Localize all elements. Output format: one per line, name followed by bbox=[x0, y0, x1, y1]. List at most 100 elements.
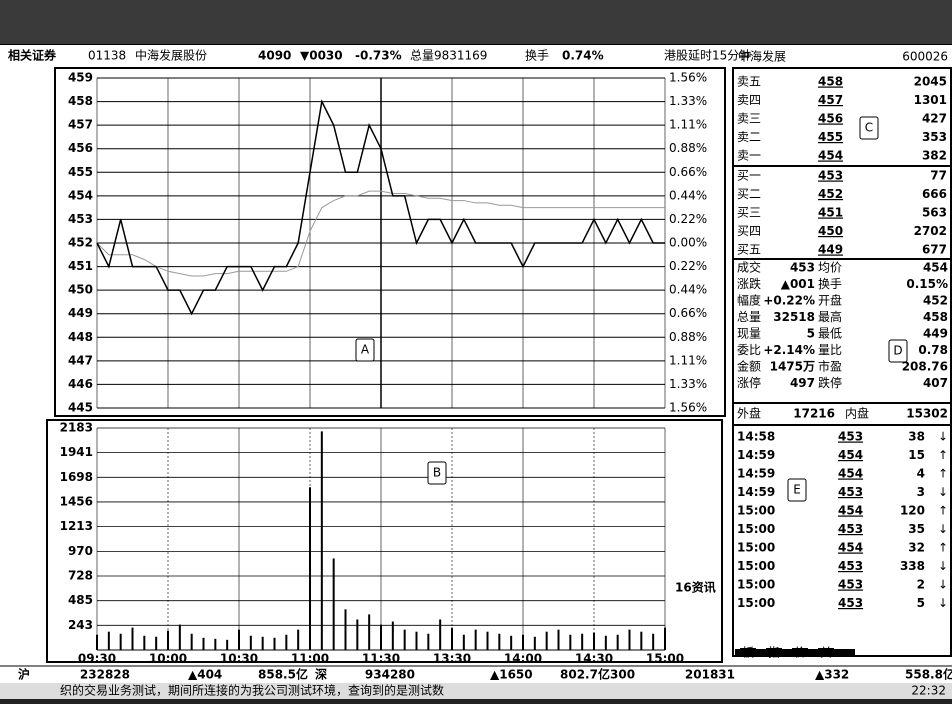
tab[interactable] bbox=[792, 648, 808, 657]
label: 455 bbox=[818, 130, 843, 144]
volume-bar bbox=[344, 609, 347, 650]
label: 幅度 bbox=[737, 293, 761, 308]
label: 港股延时15分钟 bbox=[664, 48, 751, 63]
volume-bar bbox=[498, 633, 501, 650]
y-tick-label: 1941 bbox=[60, 445, 93, 459]
label: 208.76 bbox=[902, 360, 948, 374]
volume-bar bbox=[533, 636, 536, 650]
tab[interactable] bbox=[766, 648, 782, 657]
label: 买五 bbox=[737, 243, 761, 257]
volume-bar bbox=[486, 631, 489, 650]
volume-bar bbox=[652, 633, 655, 650]
label: 15302 bbox=[906, 407, 948, 421]
index-item: 858.5亿 bbox=[258, 667, 308, 682]
index-item: 934280 bbox=[365, 668, 415, 682]
pct-label: 1.56% bbox=[669, 71, 707, 85]
label: 451 bbox=[818, 206, 843, 220]
label: 38 bbox=[908, 430, 925, 444]
volume-bar bbox=[143, 635, 146, 650]
label: 453 bbox=[838, 596, 863, 610]
index-item: ▲332 bbox=[815, 668, 849, 682]
pct-label: 0.22% bbox=[669, 259, 707, 273]
label: 450 bbox=[818, 224, 843, 238]
label: 卖四 bbox=[737, 93, 761, 107]
label: 卖五 bbox=[737, 75, 761, 89]
label: ▲001 bbox=[781, 277, 815, 291]
y-tick-label: 970 bbox=[68, 544, 93, 558]
y-tick-label: 446 bbox=[68, 377, 93, 391]
label: 买四 bbox=[737, 224, 761, 238]
label: ▼0030 bbox=[300, 49, 343, 63]
volume-bar bbox=[167, 630, 169, 650]
x-tick-label: 14:30 bbox=[575, 652, 613, 666]
index-item: 232828 bbox=[80, 668, 130, 682]
label: 16资讯 bbox=[675, 580, 716, 595]
label: 427 bbox=[922, 112, 947, 126]
label: 现量 bbox=[737, 327, 761, 341]
label: 77 bbox=[930, 169, 947, 183]
x-tick-label: 11:00 bbox=[291, 652, 329, 666]
label: 457 bbox=[818, 93, 843, 107]
box-tag bbox=[859, 116, 879, 140]
box-tag bbox=[355, 338, 375, 362]
y-tick-label: 445 bbox=[68, 401, 93, 415]
label: 22:32 bbox=[911, 684, 946, 698]
label: 卖二 bbox=[737, 130, 761, 144]
label: 量比 bbox=[818, 343, 842, 357]
tab[interactable] bbox=[818, 648, 834, 657]
volume-bar bbox=[557, 629, 560, 650]
pct-label: 1.56% bbox=[669, 401, 707, 415]
y-tick-label: 485 bbox=[68, 593, 93, 607]
volume-bar bbox=[155, 636, 158, 650]
label: ↓ bbox=[938, 430, 948, 444]
label: 32 bbox=[908, 541, 925, 555]
x-tick-label: 09:30 bbox=[78, 652, 116, 666]
tab[interactable] bbox=[740, 648, 756, 657]
label: 15:00 bbox=[737, 559, 775, 573]
volume-bar bbox=[640, 631, 643, 650]
x-tick-label: 11:30 bbox=[362, 652, 400, 666]
label: 卖一 bbox=[737, 149, 761, 163]
label: 外盘 bbox=[737, 406, 761, 421]
box-label: D bbox=[893, 344, 902, 358]
label: 677 bbox=[922, 243, 947, 257]
divider bbox=[0, 44, 952, 45]
tab-label: 关 bbox=[820, 646, 832, 660]
label: 454 bbox=[838, 448, 863, 462]
label: 449 bbox=[923, 327, 948, 341]
label: 跌停 bbox=[818, 375, 842, 390]
tab-label: 板 bbox=[742, 646, 754, 660]
label: 338 bbox=[900, 559, 925, 573]
label: ↓ bbox=[938, 596, 948, 610]
label: 32518 bbox=[773, 310, 815, 324]
pct-label: 1.33% bbox=[669, 377, 707, 391]
y-tick-label: 447 bbox=[68, 353, 93, 367]
x-tick-label: 13:30 bbox=[433, 652, 471, 666]
index-item: ▲404 bbox=[188, 668, 222, 682]
label: 1301 bbox=[914, 93, 947, 107]
label: 换手 bbox=[525, 49, 549, 63]
label: 453 bbox=[838, 559, 863, 573]
label: 353 bbox=[922, 130, 947, 144]
pct-label: 0.44% bbox=[669, 188, 707, 202]
index-item: 201831 bbox=[685, 668, 735, 682]
label: 14:59 bbox=[737, 448, 775, 462]
label: ↑ bbox=[938, 467, 948, 481]
label: 买二 bbox=[737, 187, 761, 201]
label: 458 bbox=[923, 310, 948, 324]
volume-bar bbox=[451, 627, 453, 650]
label: 15:00 bbox=[737, 541, 775, 555]
label: 0.15% bbox=[906, 277, 948, 291]
y-tick-label: 1698 bbox=[60, 470, 93, 484]
label: 15:00 bbox=[737, 522, 775, 536]
volume-bar bbox=[131, 627, 134, 650]
label: 4090 bbox=[258, 49, 291, 63]
pct-label: 0.22% bbox=[669, 212, 707, 226]
label: 497 bbox=[790, 376, 815, 390]
x-tick-label: 15:00 bbox=[646, 652, 684, 666]
label: 均价 bbox=[818, 261, 842, 275]
volume-bar bbox=[415, 631, 418, 650]
volume-bar bbox=[226, 639, 229, 650]
label: 449 bbox=[818, 243, 843, 257]
pct-label: 0.44% bbox=[669, 283, 707, 297]
